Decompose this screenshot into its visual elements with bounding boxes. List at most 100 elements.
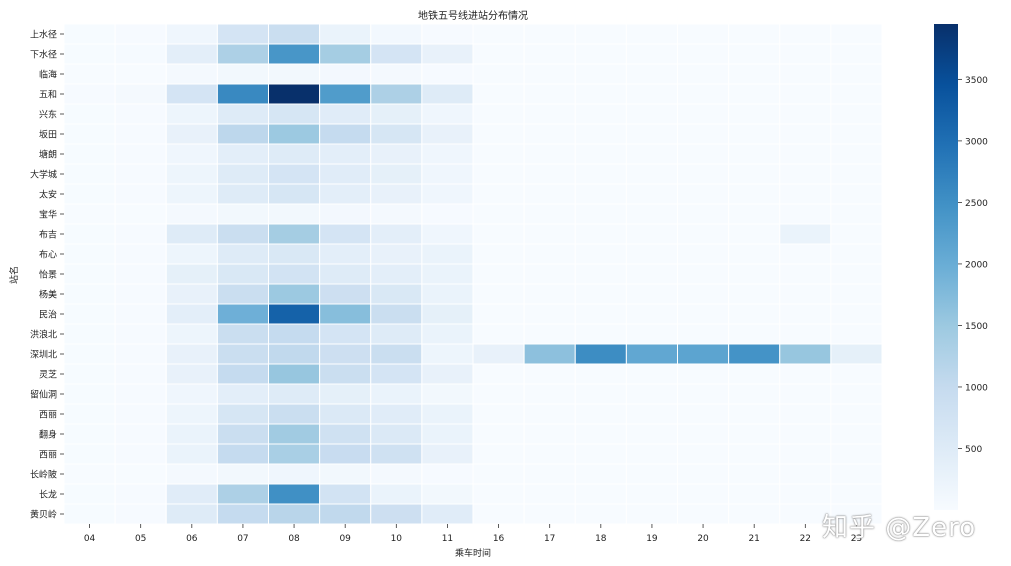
heatmap-cell — [216, 443, 269, 465]
heatmap-cell — [728, 123, 781, 145]
heatmap-cell — [472, 123, 525, 145]
heatmap-cell — [165, 283, 218, 305]
heatmap-cell — [472, 343, 525, 365]
heatmap-cell — [830, 143, 883, 165]
heatmap-cell — [370, 403, 423, 425]
heatmap-cell — [472, 263, 525, 285]
x-tick-label: 04 — [84, 534, 96, 544]
heatmap-cell — [319, 323, 372, 345]
y-tick-label: 黄贝岭 — [30, 509, 57, 521]
heatmap-cell — [574, 503, 627, 525]
heatmap-cell — [165, 443, 218, 465]
heatmap-cell — [779, 403, 832, 425]
heatmap-cell — [728, 283, 781, 305]
colorbar-tick-label: 1500 — [965, 322, 988, 332]
heatmap-cell — [370, 443, 423, 465]
heatmap-cell — [574, 143, 627, 165]
heatmap-cell — [625, 263, 678, 285]
heatmap-cell — [830, 123, 883, 145]
heatmap-cell — [523, 303, 576, 325]
heatmap-cell — [574, 263, 627, 285]
heatmap-cell — [830, 403, 883, 425]
colorbar-tick-label: 2000 — [965, 260, 988, 270]
heatmap-cell — [319, 423, 372, 445]
heatmap-cell — [677, 163, 730, 185]
heatmap-cell — [268, 203, 321, 225]
heatmap-cell — [625, 423, 678, 445]
heatmap-cell — [523, 83, 576, 105]
heatmap-cell — [625, 363, 678, 385]
heatmap-cell — [63, 223, 116, 245]
heatmap-cell — [165, 163, 218, 185]
heatmap-cell — [677, 223, 730, 245]
heatmap-cell — [472, 463, 525, 485]
heatmap-cell — [319, 163, 372, 185]
heatmap-cell — [63, 63, 116, 85]
heatmap-cell — [523, 283, 576, 305]
heatmap-cell — [677, 503, 730, 525]
heatmap-cell — [830, 43, 883, 65]
x-tick-label: 07 — [237, 534, 248, 544]
heatmap-cell — [523, 323, 576, 345]
heatmap-cell — [830, 383, 883, 405]
heatmap-cell — [779, 63, 832, 85]
heatmap-cell — [472, 203, 525, 225]
watermark: 知乎 @Zero — [822, 513, 977, 543]
heatmap-cell — [319, 363, 372, 385]
heatmap-cell — [165, 243, 218, 265]
heatmap-cell — [114, 143, 167, 165]
heatmap-cell — [728, 83, 781, 105]
heatmap-cell — [779, 423, 832, 445]
heatmap-cell — [165, 383, 218, 405]
heatmap-cell — [216, 103, 269, 125]
heatmap-cell — [574, 443, 627, 465]
heatmap-cell — [472, 443, 525, 465]
heatmap-cell — [216, 343, 269, 365]
heatmap-cell — [165, 23, 218, 45]
heatmap-cell — [677, 43, 730, 65]
heatmap-cell — [370, 363, 423, 385]
heatmap-cell — [625, 323, 678, 345]
heatmap-cell — [574, 123, 627, 145]
heatmap-cell — [574, 203, 627, 225]
heatmap-cell — [472, 423, 525, 445]
heatmap-cell — [830, 83, 883, 105]
heatmap-cell — [319, 23, 372, 45]
heatmap-cell — [268, 463, 321, 485]
heatmap-cell — [574, 403, 627, 425]
heatmap-cell — [63, 423, 116, 445]
heatmap-cell — [625, 103, 678, 125]
heatmap-cell — [114, 43, 167, 65]
heatmap-cell — [728, 163, 781, 185]
heatmap-cell — [523, 43, 576, 65]
heatmap-cell — [625, 63, 678, 85]
heatmap-cell — [830, 483, 883, 505]
heatmap-cell — [523, 103, 576, 125]
heatmap-cell — [216, 63, 269, 85]
heatmap-cell — [779, 143, 832, 165]
heatmap-cell — [114, 223, 167, 245]
x-tick-label: 16 — [493, 534, 505, 544]
y-tick-label: 长岭陂 — [30, 469, 57, 481]
heatmap-cell — [472, 383, 525, 405]
heatmap-cell — [830, 23, 883, 45]
heatmap-cell — [165, 323, 218, 345]
heatmap-cell — [523, 223, 576, 245]
y-tick-label: 临海 — [39, 69, 57, 81]
heatmap-cell — [63, 43, 116, 65]
heatmap-cell — [114, 123, 167, 145]
heatmap-cell — [370, 183, 423, 205]
heatmap-cell — [63, 183, 116, 205]
heatmap-cell — [319, 503, 372, 525]
heatmap-cell — [63, 383, 116, 405]
heatmap-cell — [728, 223, 781, 245]
y-tick-label: 坂田 — [39, 130, 57, 141]
y-tick-label: 西丽 — [39, 450, 57, 461]
heatmap-cell — [677, 83, 730, 105]
heatmap-cell — [421, 43, 474, 65]
colorbar — [934, 24, 958, 510]
heatmap-cell — [268, 123, 321, 145]
heatmap-cell — [728, 463, 781, 485]
heatmap-cell — [472, 483, 525, 505]
heatmap-cell — [370, 203, 423, 225]
